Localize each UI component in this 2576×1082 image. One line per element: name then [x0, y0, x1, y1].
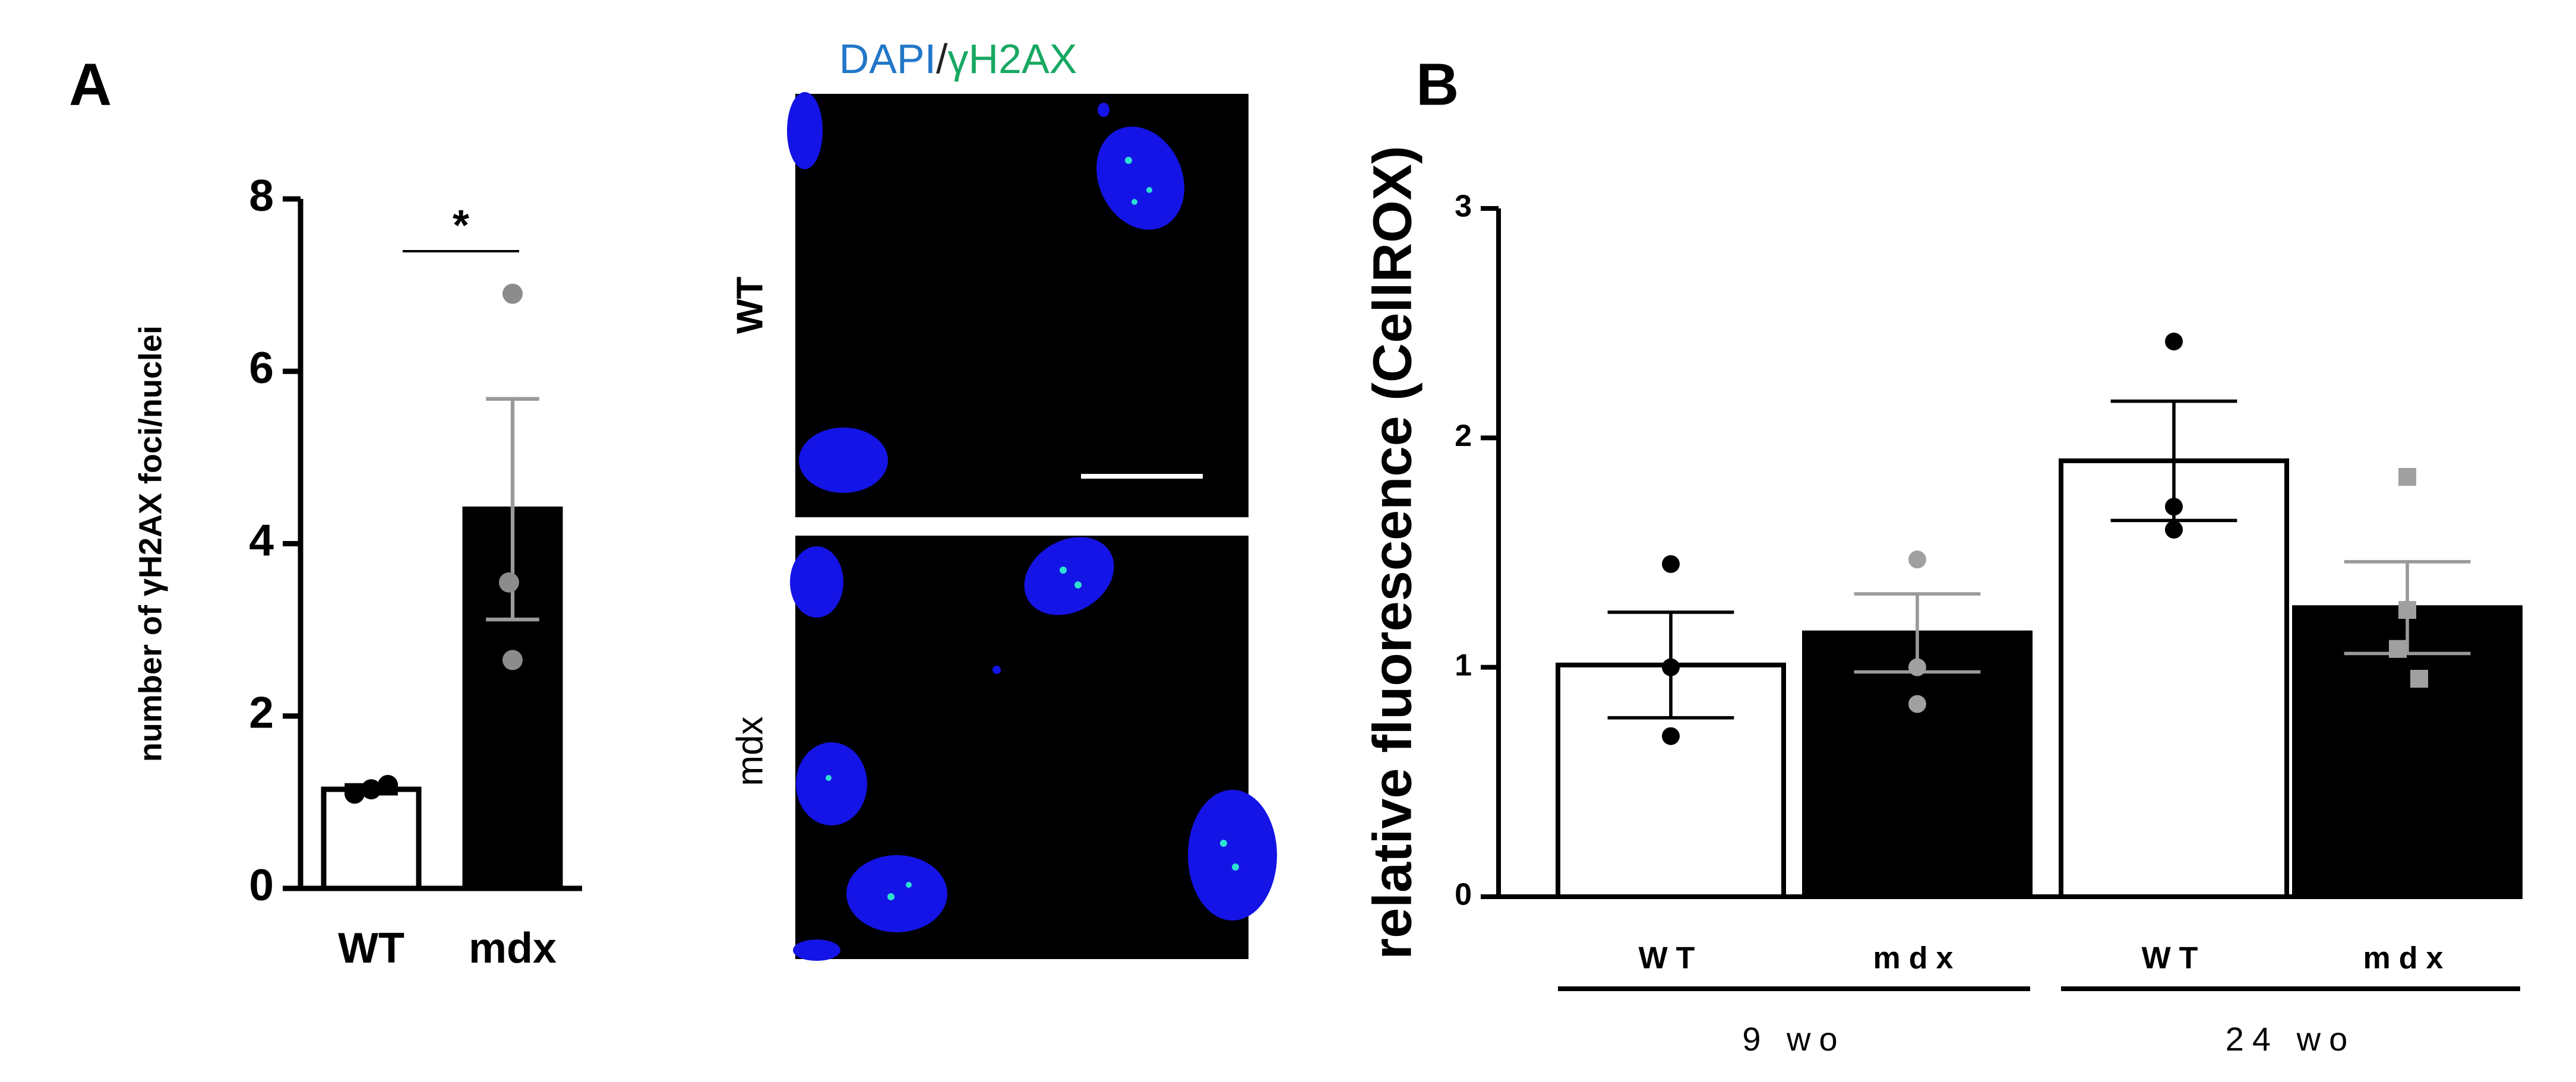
data-point	[2165, 333, 2183, 351]
data-point	[2389, 640, 2407, 658]
y-axis-label: number of γH2AX foci/nuclei	[132, 325, 168, 762]
x-tick-label: mdx	[2363, 941, 2452, 976]
micrograph	[787, 92, 1249, 517]
group-label: 24 wo	[2226, 1020, 2356, 1058]
x-tick-label: WT	[338, 925, 404, 972]
data-point	[1662, 658, 1680, 676]
y-tick-label: 8	[249, 170, 274, 220]
focus	[826, 775, 832, 781]
y-tick-label: 0	[249, 860, 274, 910]
nucleus	[799, 428, 888, 493]
nucleus	[1024, 537, 1114, 615]
data-point	[1908, 658, 1926, 676]
data-point	[2410, 669, 2428, 688]
nucleus	[993, 666, 1001, 674]
nucleus	[796, 742, 867, 825]
y-tick-label: 2	[1455, 419, 1472, 453]
bar	[1802, 630, 2033, 899]
row-label: mdx	[729, 716, 770, 786]
micrograph	[790, 536, 1277, 961]
stain-label: DAPI	[839, 36, 936, 82]
x-tick-label: WT	[2142, 941, 2207, 976]
nucleus	[793, 939, 840, 961]
nucleus	[790, 546, 843, 618]
y-tick-label: 1	[1455, 648, 1472, 682]
y-tick-label: 6	[249, 343, 274, 393]
micrograph-title: DAPI/γH2AX	[839, 36, 1077, 82]
data-point	[361, 779, 381, 800]
data-point	[2165, 520, 2183, 539]
data-point	[344, 783, 365, 804]
x-tick-label: mdx	[469, 925, 557, 972]
y-tick-label: 3	[1455, 189, 1472, 224]
group-label: 9 wo	[1742, 1020, 1845, 1058]
bar	[2292, 605, 2523, 899]
panel-label: B	[1416, 51, 1459, 118]
data-point	[2398, 468, 2416, 486]
separator: /	[936, 36, 948, 82]
focus	[887, 893, 895, 900]
data-point	[1908, 695, 1926, 713]
x-tick-label: mdx	[1873, 941, 1962, 976]
focus	[1125, 157, 1132, 164]
y-tick-label: 0	[1455, 878, 1472, 912]
focus	[1131, 199, 1137, 205]
data-point	[502, 650, 523, 670]
significance-label: *	[453, 202, 469, 249]
nucleus	[846, 855, 947, 932]
data-point	[378, 774, 398, 795]
y-tick-label: 2	[249, 688, 274, 738]
focus	[1146, 187, 1152, 193]
data-point	[1662, 727, 1680, 745]
data-point	[1908, 551, 1926, 569]
nucleus	[1098, 103, 1110, 117]
nucleus	[787, 92, 823, 169]
y-axis-label: relative fluorescence (CellROX)	[1362, 145, 1423, 959]
bar	[321, 786, 422, 891]
focus	[1232, 863, 1239, 871]
focus	[1220, 840, 1227, 847]
data-point	[502, 283, 523, 304]
panel-label: A	[69, 51, 112, 118]
y-tick-label: 4	[249, 515, 274, 565]
data-point	[499, 572, 519, 593]
nucleus	[1188, 790, 1277, 920]
row-label: WT	[729, 277, 770, 334]
focus	[1060, 567, 1067, 574]
data-point	[2398, 601, 2416, 619]
nucleus	[1096, 126, 1184, 230]
data-point	[2165, 498, 2183, 516]
x-tick-label: WT	[1639, 941, 1703, 976]
data-point	[1662, 555, 1680, 573]
stain-label: γH2AX	[947, 36, 1077, 82]
focus	[906, 882, 912, 888]
focus	[1074, 581, 1082, 589]
